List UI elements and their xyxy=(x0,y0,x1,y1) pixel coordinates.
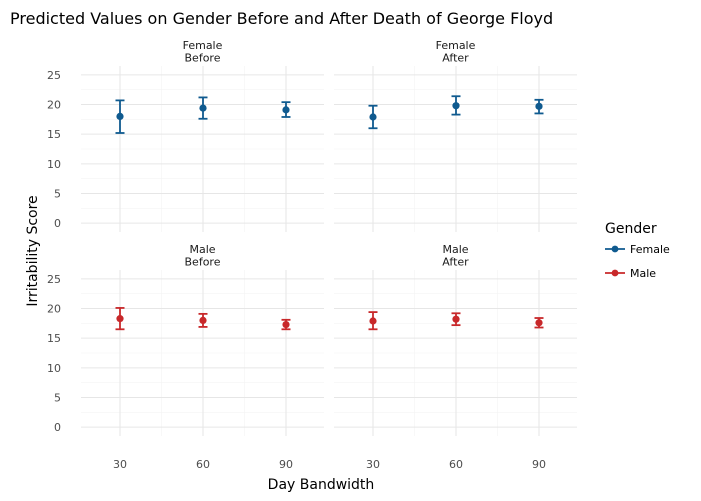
data-point xyxy=(199,104,207,112)
legend-key-point xyxy=(611,269,619,277)
x-tick-label: 60 xyxy=(196,458,210,471)
y-tick-label: 5 xyxy=(54,187,61,200)
y-tick-label: 25 xyxy=(47,69,61,82)
y-tick-label: 15 xyxy=(47,332,61,345)
x-tick-label: 30 xyxy=(113,458,127,471)
y-tick-label: 0 xyxy=(54,421,61,434)
chart-title: Predicted Values on Gender Before and Af… xyxy=(10,9,553,28)
data-point xyxy=(452,315,460,323)
data-point xyxy=(116,315,124,323)
x-tick-label: 90 xyxy=(279,458,293,471)
y-tick-label: 20 xyxy=(47,303,61,316)
legend-label: Male xyxy=(630,267,656,280)
data-point xyxy=(452,102,460,110)
strip-label: Male xyxy=(442,243,468,256)
y-tick-label: 20 xyxy=(47,99,61,112)
x-tick-label: 30 xyxy=(366,458,380,471)
y-tick-label: 10 xyxy=(47,158,61,171)
strip-label: Male xyxy=(189,243,215,256)
legend-title: Gender xyxy=(605,221,657,237)
x-tick-label: 90 xyxy=(532,458,546,471)
data-point xyxy=(369,317,377,325)
strip-label: After xyxy=(442,256,469,269)
y-axis-label: Irritability Score xyxy=(25,195,41,306)
legend: Gender Female Male xyxy=(605,221,670,280)
strip-label: Female xyxy=(436,39,476,52)
legend-key-point xyxy=(611,245,619,253)
data-point xyxy=(535,319,543,327)
data-point xyxy=(116,112,124,120)
strip-label: Female xyxy=(183,39,223,52)
data-point xyxy=(282,106,290,114)
panels-group: FemaleBefore0510152025FemaleAfterMaleBef… xyxy=(47,39,577,471)
y-tick-label: 15 xyxy=(47,128,61,141)
y-tick-label: 5 xyxy=(54,391,61,404)
data-point xyxy=(369,113,377,121)
data-point xyxy=(199,316,207,324)
x-axis-label: Day Bandwidth xyxy=(268,477,375,493)
y-tick-label: 25 xyxy=(47,273,61,286)
strip-label: Before xyxy=(185,52,221,65)
y-tick-label: 10 xyxy=(47,362,61,375)
x-tick-label: 60 xyxy=(449,458,463,471)
y-tick-label: 0 xyxy=(54,217,61,230)
strip-label: After xyxy=(442,52,469,65)
data-point xyxy=(535,102,543,110)
data-point xyxy=(282,320,290,329)
strip-label: Before xyxy=(185,256,221,269)
legend-label: Female xyxy=(630,243,670,256)
